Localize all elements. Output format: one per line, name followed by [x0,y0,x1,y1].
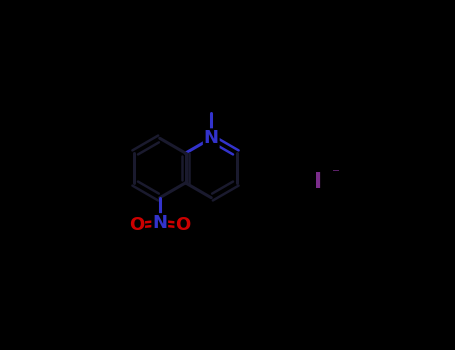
Text: N: N [152,214,167,232]
Text: I: I [314,172,323,192]
Text: ⁻: ⁻ [332,166,340,181]
Text: N: N [204,129,219,147]
Text: O: O [175,216,191,235]
Text: O: O [129,216,144,235]
